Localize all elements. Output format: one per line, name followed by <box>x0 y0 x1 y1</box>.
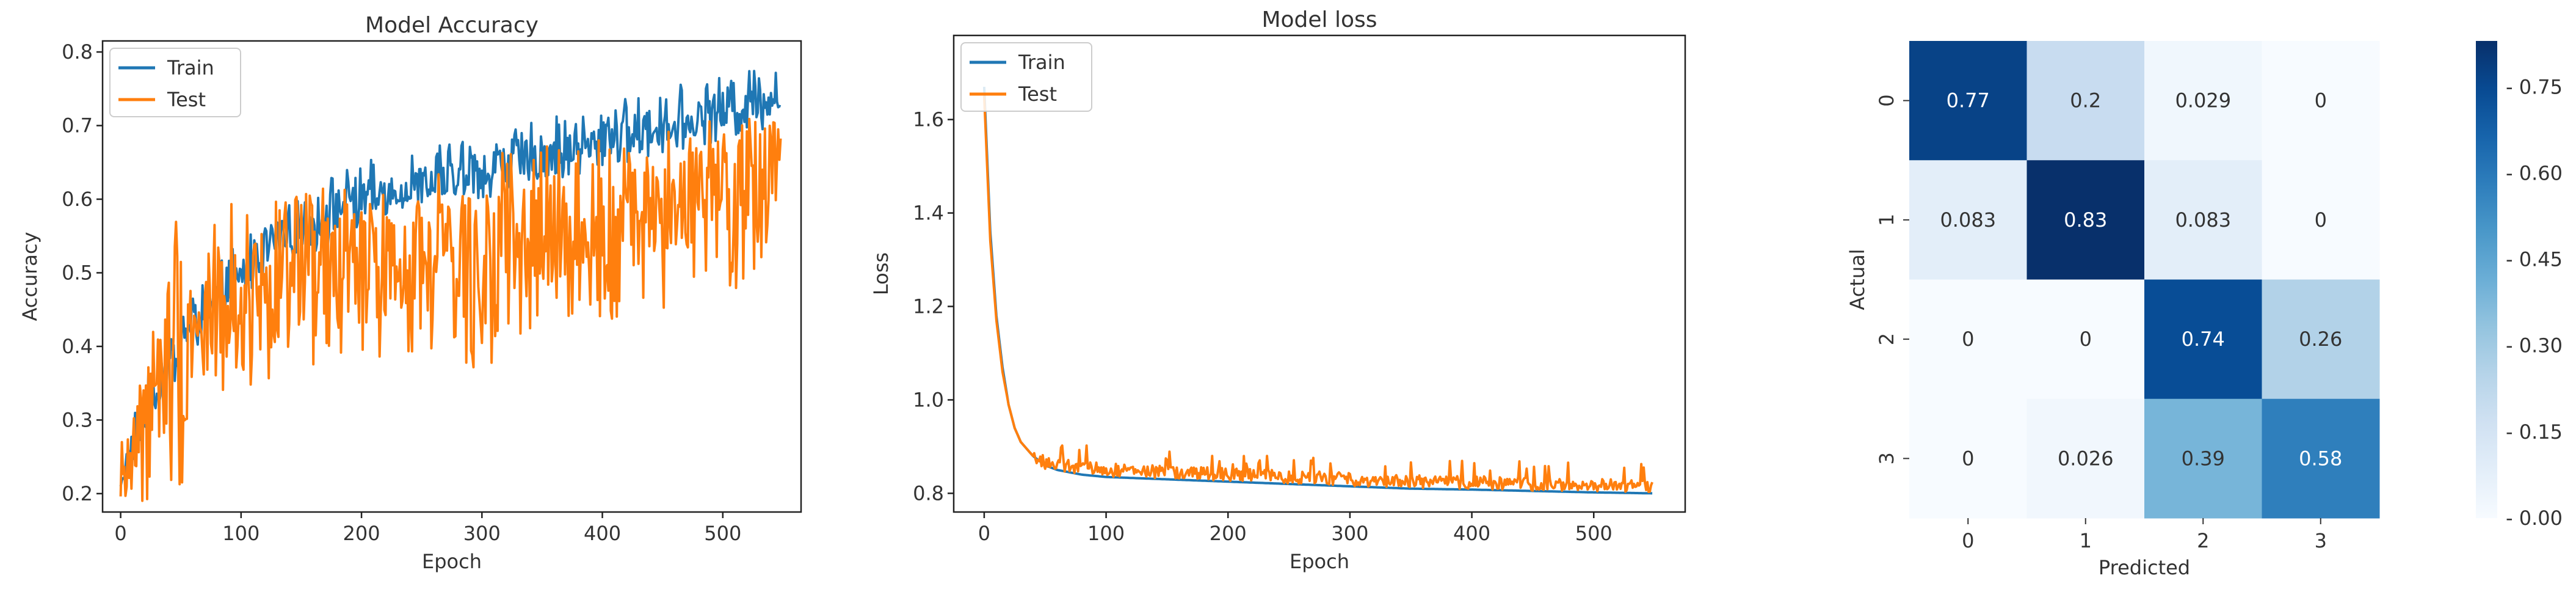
cell-value-label: 0.83 <box>2064 208 2107 232</box>
cell-value-label: 0.58 <box>2299 447 2342 470</box>
heatmap-cell <box>2262 41 2380 161</box>
heatmap-cell <box>1909 398 2027 519</box>
colorbar-tick-label: - 0.75 <box>2506 75 2563 98</box>
cell-value-label: 0 <box>2315 208 2327 232</box>
cell-value-label: 0.026 <box>2058 447 2114 470</box>
colorbar-tick-label: - 0.15 <box>2506 420 2563 444</box>
cell-value-label: 0.26 <box>2299 327 2342 351</box>
cell-value-label: 0.029 <box>2175 89 2231 112</box>
heatmap-cell <box>2026 398 2145 519</box>
x-tick-label: 0 <box>978 522 990 545</box>
x-tick-label: 100 <box>1087 522 1125 545</box>
x-tick-label: 1 <box>2080 529 2092 552</box>
heatmap-cell <box>2262 160 2380 280</box>
heatmap-cell <box>2144 160 2262 280</box>
cell-value-label: 0.083 <box>2175 208 2231 232</box>
colorbar-tick-label: - 0.30 <box>2506 334 2563 357</box>
x-tick-label: 0 <box>114 522 126 545</box>
cell-value-label: 0.39 <box>2182 447 2225 470</box>
plot-area <box>954 35 1685 512</box>
plot-frame <box>101 40 802 513</box>
x-tick-label: 300 <box>463 522 501 545</box>
x-tick-label: 400 <box>1453 522 1490 545</box>
x-tick-label: 200 <box>343 522 380 545</box>
cell-value-label: 0.083 <box>1940 208 1996 232</box>
y-tick-label: 0.5 <box>62 261 93 284</box>
plot-frame <box>952 34 1686 513</box>
x-tick-label: 300 <box>1331 522 1368 545</box>
x-tick-label: 500 <box>704 522 741 545</box>
heatmap-cell <box>2262 279 2380 400</box>
chart-title: Model Accuracy <box>365 13 539 38</box>
x-tick-label: 2 <box>2197 529 2209 552</box>
cell-value-label: 0.74 <box>2182 327 2225 351</box>
y-tick-label: 0 <box>1875 94 1898 106</box>
heatmap-cell <box>1909 160 2027 280</box>
cell-value-label: 0 <box>2080 327 2092 351</box>
y-tick-label: 0.3 <box>62 408 93 431</box>
accuracy-chart: 0 100 200 300 400 500 0.2 0.3 0.4 0.5 0.6 0.7 0.8 Mod… <box>18 13 802 573</box>
x-tick-label: 0 <box>1962 529 1974 552</box>
y-tick-label: 0.2 <box>62 482 93 505</box>
y-tick-label: 1.4 <box>913 202 944 225</box>
y-tick-label: 1.0 <box>913 388 944 411</box>
heatmap-cell <box>1909 41 2027 161</box>
heatmap-cell <box>2026 160 2145 280</box>
colorbar <box>2476 41 2497 518</box>
heatmap-cell <box>2144 279 2262 400</box>
y-axis-label: Actual <box>1846 249 1869 310</box>
y-tick-label: 0.8 <box>62 40 93 64</box>
x-tick-label: 100 <box>222 522 259 545</box>
legend-label: Train <box>1018 51 1065 74</box>
colorbar-tick-label: - 0.00 <box>2506 507 2563 530</box>
x-axis-label: Predicted <box>2099 556 2190 579</box>
colorbar-tick-label: - 0.45 <box>2506 248 2563 271</box>
cell-value-label: 0.77 <box>1947 89 1990 112</box>
y-tick-label: 3 <box>1875 452 1898 464</box>
heatmap-cell <box>2026 41 2145 161</box>
y-tick-label: 0.7 <box>62 114 93 137</box>
cell-value-label: 0 <box>1962 327 1974 351</box>
heatmap-cell <box>1909 279 2027 400</box>
heatmap-cell <box>2262 398 2380 519</box>
y-tick-label: 1 <box>1875 214 1898 226</box>
cell-value-label: 0 <box>1962 447 1974 470</box>
y-tick-label: 0.4 <box>62 335 93 358</box>
y-axis-label: Accuracy <box>18 232 42 321</box>
series-line-test <box>982 96 1653 493</box>
cell-value-label: 0.2 <box>2070 89 2101 112</box>
chart-title: Model loss <box>1261 7 1377 32</box>
heatmap-cell <box>2144 398 2262 519</box>
heatmap-cell <box>2144 41 2262 161</box>
y-tick-label: 1.2 <box>913 295 944 318</box>
colorbar-tick-label: - 0.60 <box>2506 161 2563 185</box>
x-tick-label: 500 <box>1575 522 1613 545</box>
legend-label: Test <box>1018 82 1057 106</box>
y-tick-label: 0.6 <box>62 188 93 211</box>
series-line-train <box>982 87 1653 495</box>
y-tick-label: 0.8 <box>913 481 944 505</box>
loss-chart: 0 100 200 300 400 500 0.8 1.0 1.2 1.4 1.6 Model los… <box>869 7 1686 573</box>
series-line-test <box>119 117 782 502</box>
x-axis-label: Epoch <box>422 550 482 573</box>
y-tick-label: 2 <box>1875 333 1898 345</box>
x-tick-label: 200 <box>1210 522 1247 545</box>
y-tick-label: 1.6 <box>913 108 944 131</box>
x-tick-label: 3 <box>2315 529 2327 552</box>
x-axis-label: Epoch <box>1290 550 1349 573</box>
y-axis-label: Loss <box>869 252 893 295</box>
legend-label: Test <box>167 88 206 111</box>
legend-label: Train <box>167 56 214 79</box>
cell-value-label: 0 <box>2315 89 2327 112</box>
confusion-matrix-heatmap: 0.77 0.2 0.029 0 0.083 0.83 0.083 0 0 0 0.74 0.26 0 0… <box>1846 41 2563 579</box>
x-tick-label: 400 <box>584 522 621 545</box>
heatmap-cell <box>2026 279 2145 400</box>
